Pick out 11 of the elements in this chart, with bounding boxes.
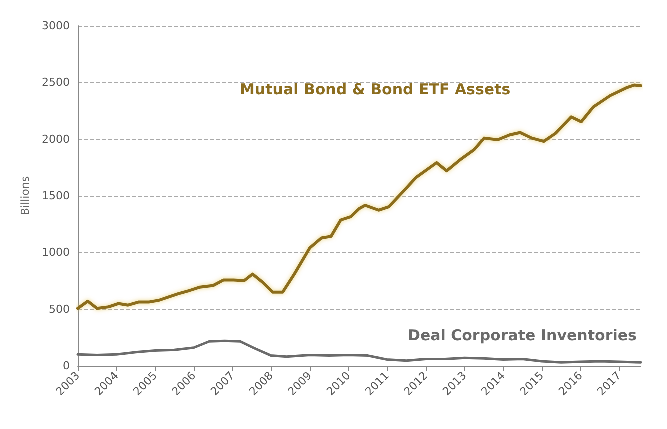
y-tick-label: 1000 [42,246,70,260]
line-series [76,84,642,310]
y-tick-label: 1500 [42,190,70,202]
series-label: Deal Corporate Inventories [408,326,638,344]
y-tick-label: 2000 [42,132,70,146]
y-tick-label: 500 [49,302,70,316]
y-tick-label: 2500 [42,76,70,90]
y-tick-label: 3000 [42,20,70,32]
y-axis-title: Billions [19,176,32,216]
y-tick-label: 0 [63,360,70,372]
text: Mutual Bond & Bond ETF Assets [240,80,511,98]
